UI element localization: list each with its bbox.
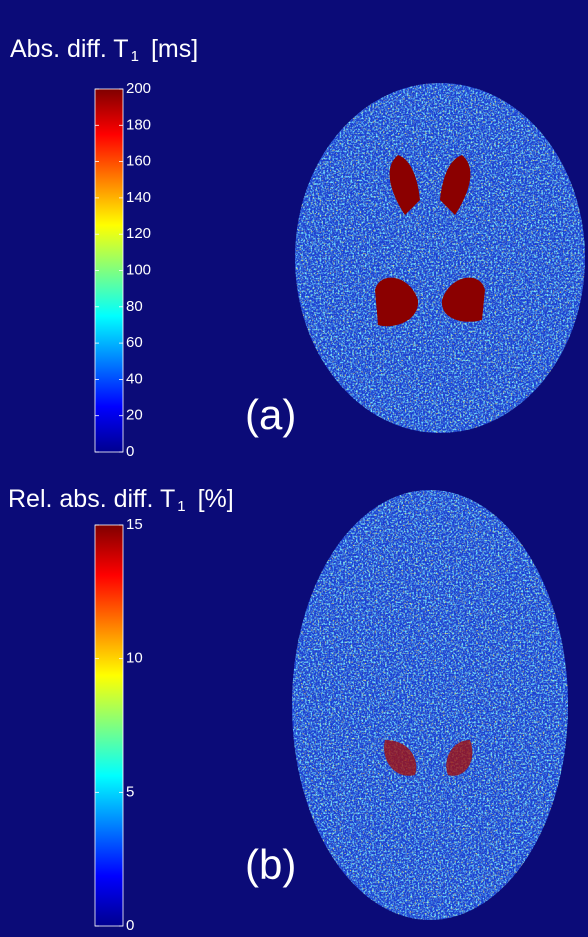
tick-label: 5 (126, 783, 134, 800)
tick-label: 180 (126, 116, 151, 133)
tick-label: 60 (126, 334, 143, 351)
figure: Abs. diff. T1[ms](a)02040608010012014016… (0, 0, 588, 937)
tick-label: 120 (126, 225, 151, 242)
page: Abs. diff. T1[ms](a)02040608010012014016… (0, 0, 588, 937)
title-subscript: 1 (131, 48, 139, 65)
title-unit: [%] (198, 485, 234, 513)
title-text: Abs. diff. T (10, 35, 129, 63)
tick-label: 160 (126, 153, 151, 170)
tick-label: 140 (126, 189, 151, 206)
panel-label: (a) (245, 391, 296, 438)
tick-label: 20 (126, 407, 143, 424)
tick-label: 0 (126, 443, 134, 460)
colorbar (95, 89, 123, 452)
tick-label: 15 (126, 516, 143, 533)
panel-label: (b) (245, 841, 296, 888)
tick-label: 100 (126, 261, 151, 278)
title-unit: [ms] (151, 35, 198, 63)
tick-label: 80 (126, 298, 143, 315)
title-subscript: 1 (177, 498, 185, 515)
brain-map-a (295, 83, 585, 433)
colorbar (95, 525, 123, 926)
tick-label: 200 (126, 80, 151, 97)
title-text: Rel. abs. diff. T (8, 485, 175, 513)
tick-label: 0 (126, 917, 134, 934)
brain-map-b (292, 490, 568, 920)
tick-label: 40 (126, 370, 143, 387)
tick-label: 10 (126, 650, 143, 667)
